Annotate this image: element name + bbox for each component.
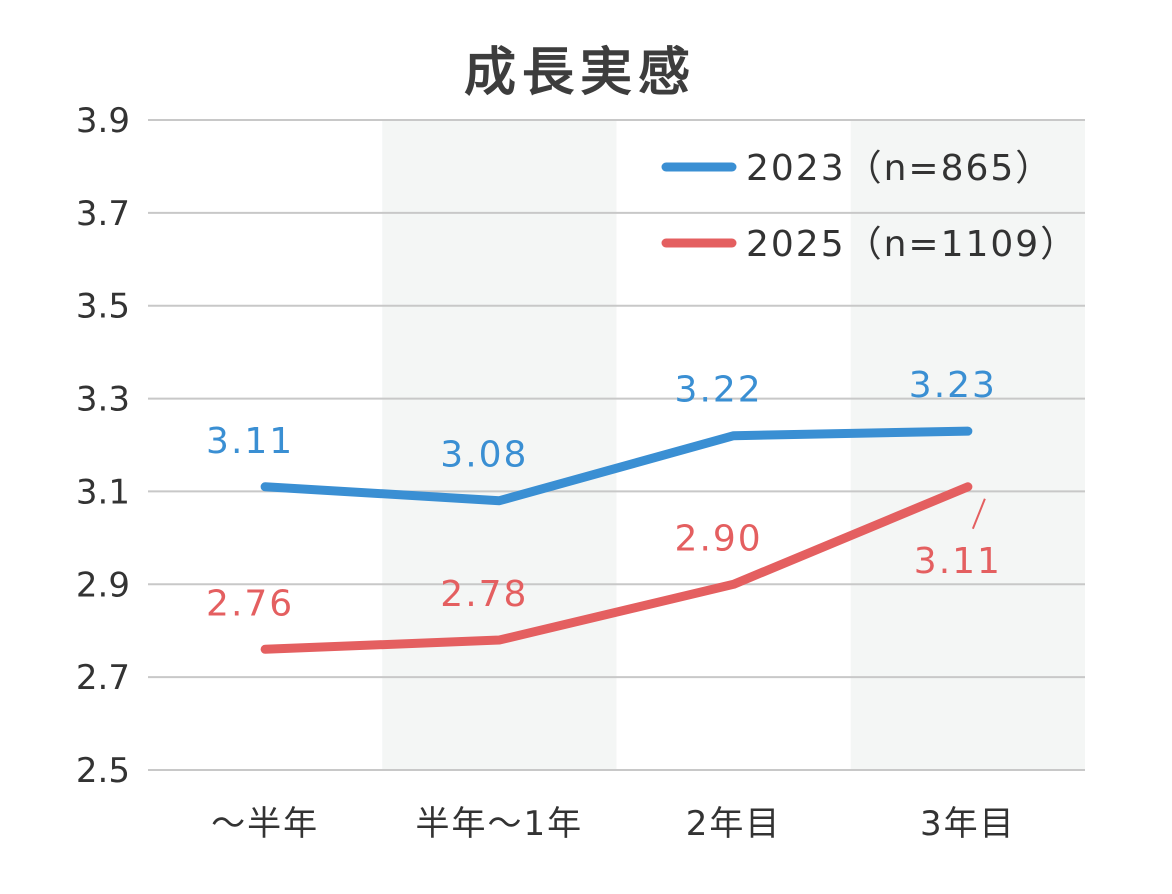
legend: 2023（n=865） 2025（n=1109） (661, 148, 1078, 265)
y-tick-label-8: 2.5 (76, 751, 130, 791)
chart-title: 成長実感 (463, 43, 696, 103)
y-tick-label-4: 3.3 (76, 380, 130, 420)
data-label-s2-1: 2.76 (206, 583, 294, 624)
data-label-s1-2: 3.08 (440, 435, 528, 476)
data-label-s2-2: 2.78 (440, 574, 528, 615)
series-lines (260, 426, 973, 654)
x-tick-label-3: 2年目 (686, 804, 782, 844)
y-tick-label-3: 3.5 (76, 287, 130, 327)
series-line-2 (260, 482, 973, 654)
y-tick-label-1: 3.9 (76, 101, 130, 141)
y-axis-ticks: 3.9 3.7 3.5 3.3 3.1 2.9 2.7 2.5 (76, 101, 130, 791)
y-tick-label-7: 2.7 (76, 658, 130, 698)
x-tick-label-1: 〜半年 (211, 804, 319, 844)
y-tick-label-2: 3.7 (76, 194, 130, 234)
x-tick-label-2: 半年〜1年 (416, 804, 584, 844)
column-band-4 (850, 120, 1085, 770)
data-label-s1-3: 3.22 (675, 370, 763, 411)
x-axis-ticks: 〜半年 半年〜1年 2年目 3年目 (211, 804, 1016, 844)
x-tick-label-4: 3年目 (920, 804, 1016, 844)
data-label-s1-4: 3.23 (909, 365, 997, 406)
column-bands (382, 120, 1085, 770)
data-labels: 3.11 3.08 3.22 3.23 2.76 2.78 2.90 3.11 (206, 365, 1002, 624)
legend-label-2: 2025（n=1109） (746, 224, 1078, 265)
leader-line (971, 498, 986, 530)
data-label-s2-4: 3.11 (914, 541, 1002, 582)
y-tick-label-6: 2.9 (76, 565, 130, 605)
series-line-1 (260, 426, 973, 506)
y-tick-label-5: 3.1 (76, 472, 130, 512)
data-label-s1-1: 3.11 (206, 421, 294, 462)
legend-label-1: 2023（n=865） (746, 148, 1053, 189)
data-label-s2-3: 2.90 (675, 518, 763, 559)
column-band-2 (382, 120, 617, 770)
